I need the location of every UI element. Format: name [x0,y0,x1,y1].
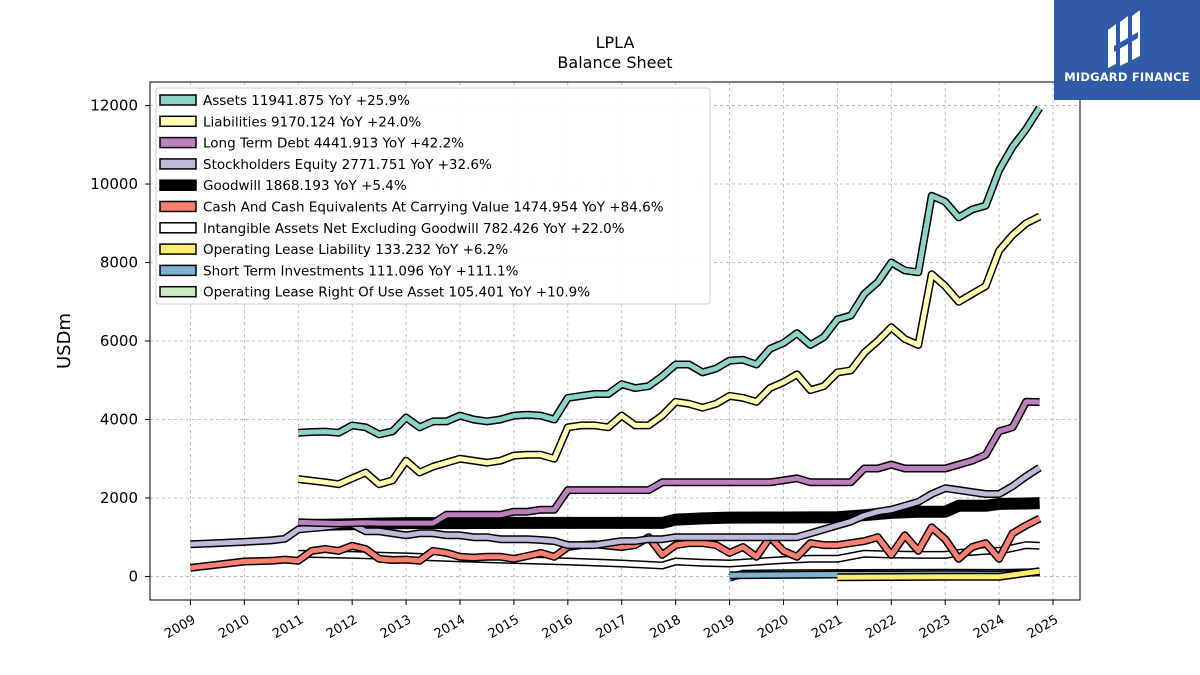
legend-swatch [159,285,197,298]
legend-swatch [159,200,197,213]
legend-item: Goodwill 1868.193 YoY +5.4% [159,178,407,194]
y-tick-label: 6000 [100,332,138,350]
series-line [298,106,1042,437]
legend: Assets 11941.875 YoY +25.9% Liabilities 9… [155,87,711,305]
legend-label: Stockholders Equity 2771.751 YoY +32.6% [203,157,492,173]
series-line [837,568,1040,580]
legend-swatch [159,158,197,170]
legend-item: Short Term Investments 111.096 YoY +111.… [159,263,519,279]
y-tick-label: 12000 [90,97,138,115]
x-tick-label: 2020 [755,612,791,642]
x-tick-label: 2017 [594,612,630,642]
y-axis-label: USDm [54,313,75,369]
legend-swatch [159,94,197,106]
series-operating-lease-liability [837,567,1041,582]
legend-label: Operating Lease Liability 133.232 YoY +6… [203,242,508,258]
y-tick-label: 10000 [90,175,138,193]
x-tick-label: 2016 [540,612,576,642]
legend-label: Short Term Investments 111.096 YoY +111.… [203,263,519,279]
legend-swatch [159,179,197,191]
x-tick-label: 2022 [863,612,899,642]
legend-swatch [159,243,197,255]
series-line [298,399,1040,526]
y-tick-label: 8000 [100,254,138,272]
legend-item: Liabilities 9170.124 YoY +24.0% [159,114,421,130]
x-tick-label: 2009 [162,612,198,642]
legend-swatch [159,222,197,234]
legend-item: Cash And Cash Equivalents At Carrying Va… [159,200,664,216]
chart-title: LPLA [596,33,635,52]
x-axis: 2009 2010 2011 2012 2013 2014 2015 2016 2017 2018… [162,600,1061,642]
legend-label: Long Term Debt 4441.913 YoY +42.2% [203,136,464,152]
legend-swatch [159,264,197,277]
legend-item: Assets 11941.875 YoY +25.9% [159,93,410,109]
x-tick-label: 2023 [917,612,953,642]
legend-swatch [159,136,197,149]
y-tick-label: 0 [128,567,138,585]
x-tick-label: 2019 [701,612,737,642]
midgard-logo-icon [1108,10,1140,68]
y-tick-label: 4000 [100,410,138,428]
legend-item: Stockholders Equity 2771.751 YoY +32.6% [159,157,492,173]
legend-label: Liabilities 9170.124 YoY +24.0% [203,114,421,130]
series-assets [298,105,1043,439]
series-layer [189,105,1043,582]
series-line [298,214,1041,487]
legend-item: Intangible Assets Net Excluding Goodwill… [159,221,625,237]
x-tick-label: 2024 [971,612,1007,642]
legend-item: Operating Lease Right Of Use Asset 105.4… [159,285,590,301]
x-tick-label: 2021 [809,612,845,642]
series-liabilities [297,213,1042,489]
legend-box [155,87,711,305]
chart-subtitle: Balance Sheet [557,53,672,72]
legend-swatch [159,115,197,128]
x-tick-label: 2015 [486,612,522,642]
legend-item: Operating Lease Liability 133.232 YoY +6… [159,242,508,258]
x-tick-label: 2013 [378,612,414,642]
legend-label: Assets 11941.875 YoY +25.9% [203,93,410,109]
x-tick-label: 2018 [647,612,683,642]
y-tick-label: 2000 [100,489,138,507]
legend-label: Intangible Assets Net Excluding Goodwill… [203,221,625,237]
x-tick-label: 2012 [324,612,360,642]
y-axis: 0 2000 4000 6000 8000 10000 12000 [90,97,150,585]
legend-label: Cash And Cash Equivalents At Carrying Va… [203,200,664,216]
logo-text: MIDGARD FINANCE [1064,70,1190,84]
series-stockholders-equity [190,464,1042,550]
legend-label: Goodwill 1868.193 YoY +5.4% [203,178,407,194]
x-tick-label: 2014 [432,612,468,642]
series-line [190,465,1041,548]
legend-item: Long Term Debt 4441.913 YoY +42.2% [159,136,464,152]
x-tick-label: 2010 [216,612,252,642]
x-tick-label: 2011 [270,612,306,642]
midgard-finance-logo: MIDGARD FINANCE [1054,0,1200,100]
series-long-term-debt [298,397,1040,528]
x-tick-label: 2025 [1025,612,1061,642]
legend-label: Operating Lease Right Of Use Asset 105.4… [203,285,590,301]
